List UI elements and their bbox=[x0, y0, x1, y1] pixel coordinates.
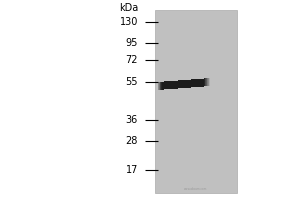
Bar bbox=[178, 80, 179, 88]
Bar bbox=[207, 78, 208, 86]
Bar bbox=[204, 78, 205, 86]
Bar bbox=[160, 82, 161, 90]
Bar bbox=[183, 80, 184, 88]
Bar bbox=[202, 79, 203, 87]
Bar bbox=[159, 82, 160, 90]
Bar bbox=[203, 78, 204, 86]
Bar bbox=[167, 81, 168, 89]
Bar bbox=[176, 81, 177, 89]
Bar bbox=[177, 80, 178, 88]
Text: 28: 28 bbox=[126, 136, 138, 146]
Bar bbox=[186, 80, 187, 88]
Text: 17: 17 bbox=[126, 165, 138, 175]
Text: 36: 36 bbox=[126, 115, 138, 125]
Bar bbox=[206, 78, 207, 86]
Bar bbox=[197, 79, 198, 87]
Bar bbox=[157, 82, 158, 90]
Bar bbox=[158, 82, 159, 90]
Bar bbox=[169, 81, 170, 89]
Bar bbox=[192, 79, 193, 87]
Text: 72: 72 bbox=[125, 55, 138, 65]
Bar bbox=[170, 81, 171, 89]
Text: www.abcam.com: www.abcam.com bbox=[184, 187, 208, 191]
Bar bbox=[174, 81, 175, 89]
Bar bbox=[188, 80, 189, 88]
Bar bbox=[196, 79, 197, 87]
Bar bbox=[173, 81, 174, 89]
Bar bbox=[200, 79, 201, 87]
Bar bbox=[209, 78, 210, 86]
Text: 130: 130 bbox=[120, 17, 138, 27]
Bar bbox=[182, 80, 183, 88]
Bar bbox=[164, 81, 165, 89]
Bar bbox=[171, 81, 172, 89]
Bar bbox=[193, 79, 194, 87]
Text: 55: 55 bbox=[125, 77, 138, 87]
Bar bbox=[181, 80, 182, 88]
Bar bbox=[179, 80, 180, 88]
Bar bbox=[194, 79, 195, 87]
Text: 95: 95 bbox=[126, 38, 138, 48]
Bar bbox=[163, 82, 164, 90]
Bar bbox=[190, 79, 191, 88]
Bar bbox=[162, 82, 163, 90]
Bar bbox=[185, 80, 186, 88]
Bar bbox=[172, 81, 173, 89]
Bar bbox=[180, 80, 181, 88]
Bar bbox=[161, 82, 162, 90]
Bar bbox=[205, 78, 206, 86]
Bar bbox=[208, 78, 209, 86]
Bar bbox=[184, 80, 185, 88]
Bar bbox=[155, 10, 237, 193]
Bar bbox=[201, 79, 202, 87]
Bar bbox=[189, 80, 190, 88]
Bar bbox=[165, 81, 166, 89]
Bar bbox=[191, 79, 192, 87]
Text: kDa: kDa bbox=[119, 3, 138, 13]
Bar bbox=[187, 80, 188, 88]
Bar bbox=[195, 79, 196, 87]
Bar bbox=[198, 79, 199, 87]
Bar bbox=[168, 81, 169, 89]
Bar bbox=[166, 81, 167, 89]
Bar bbox=[199, 79, 200, 87]
